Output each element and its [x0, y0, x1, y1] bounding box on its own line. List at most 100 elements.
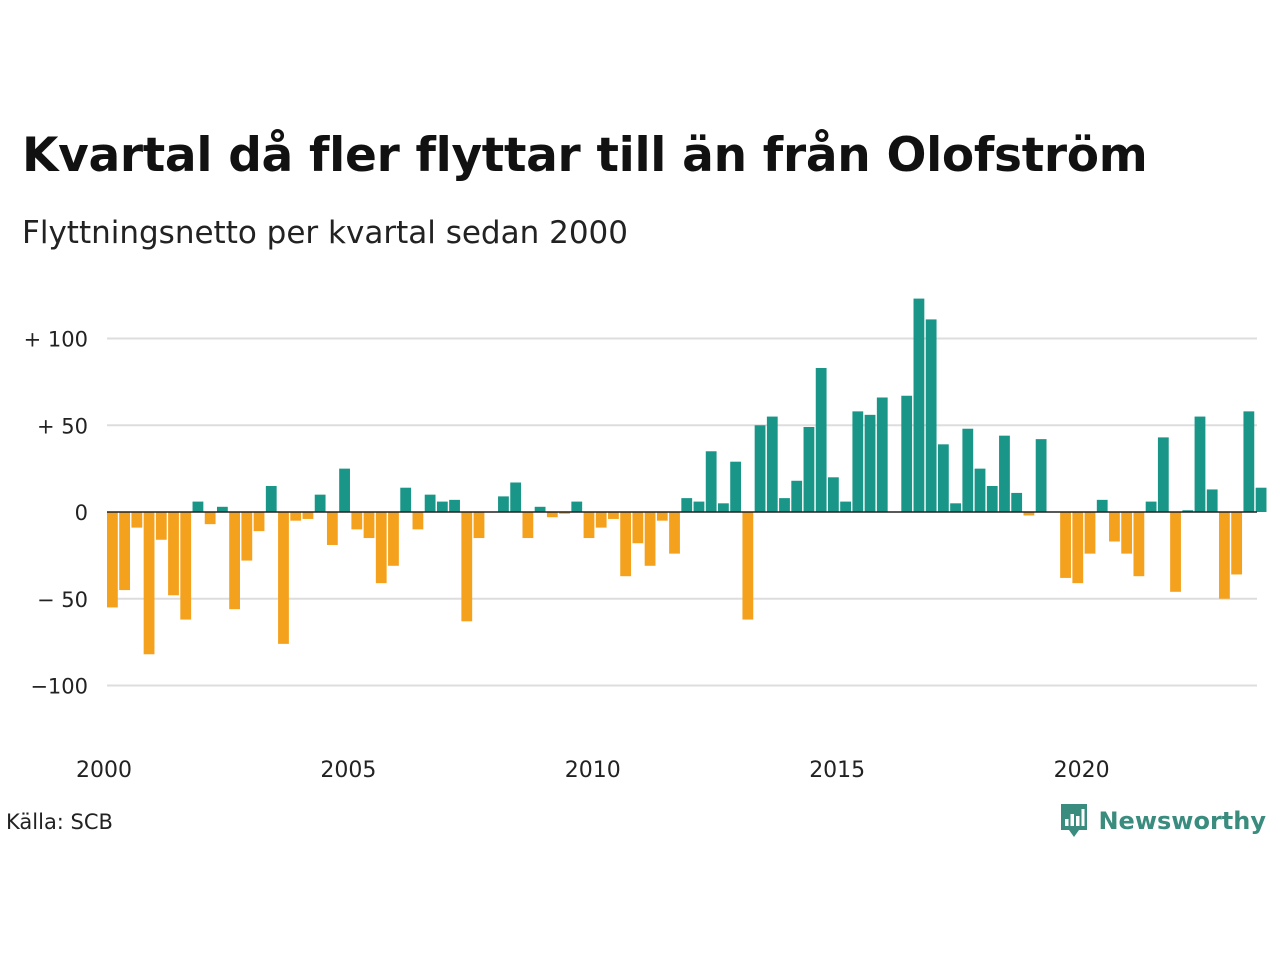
quarter-bar: [1145, 501, 1157, 512]
quarter-bar: [143, 512, 155, 655]
quarter-bar: [974, 468, 986, 513]
quarter-bar: [119, 512, 131, 591]
quarter-bar: [595, 512, 607, 528]
quarter-bar: [375, 512, 387, 584]
quarter-bar: [1170, 512, 1181, 592]
quarter-bar: [1133, 512, 1145, 577]
quarter-bar: [779, 498, 790, 512]
quarter-bar: [1231, 512, 1243, 575]
quarter-bar: [1182, 510, 1194, 512]
quarter-bar: [962, 428, 974, 512]
quarter-bar: [192, 501, 204, 512]
quarter-bar: [1096, 499, 1108, 513]
quarter-bar: [766, 416, 778, 512]
quarter-bar: [999, 435, 1010, 512]
quarter-bar: [229, 512, 240, 610]
quarter-bar: [827, 477, 839, 512]
quarter-bar: [522, 512, 534, 539]
quarter-bar: [1060, 512, 1071, 578]
y-tick-label: −100: [30, 675, 88, 699]
quarter-bar: [1011, 492, 1023, 513]
x-tick-label: 2010: [565, 758, 621, 783]
quarter-bar: [1219, 512, 1230, 599]
quarter-bar: [1243, 411, 1255, 512]
quarter-bar: [449, 499, 460, 513]
x-tick-label: 2005: [320, 758, 376, 783]
quarter-bar: [620, 512, 632, 577]
quarter-bar: [1084, 512, 1096, 554]
quarter-bar: [559, 512, 570, 514]
axes: + 100 + 50 0 − 50 −100 2000 2005 2010 2015 2020: [24, 328, 1257, 783]
quarter-bar: [656, 512, 668, 521]
source-label: Källa: SCB: [6, 810, 113, 834]
bars: [107, 298, 1267, 655]
quarter-bar: [913, 298, 925, 513]
quarter-bar: [534, 506, 546, 513]
quarter-bar: [681, 498, 693, 512]
quarter-bar: [424, 494, 436, 512]
x-tick-label: 2020: [1054, 758, 1110, 783]
quarter-bar: [473, 512, 485, 539]
quarter-bar: [742, 512, 754, 620]
quarter-bar: [400, 487, 412, 512]
quarter-bar: [107, 512, 118, 608]
quarter-bar: [168, 512, 179, 596]
quarter-bar: [840, 501, 851, 512]
quarter-bar: [937, 444, 949, 512]
grid-lines: [107, 337, 1257, 687]
quarter-bar: [754, 425, 766, 512]
quarter-bar: [339, 468, 350, 513]
quarter-bar: [1035, 439, 1047, 512]
chart-subtitle: Flyttningsnetto per kvartal sedan 2000: [22, 215, 628, 251]
quarter-bar: [461, 512, 473, 622]
quarter-bar: [241, 512, 253, 561]
chart-title: Kvartal då fler flyttar till än från Olo…: [22, 128, 1148, 183]
quarter-bar: [1194, 416, 1206, 512]
quarter-bar: [290, 512, 302, 521]
quarter-bar: [705, 451, 717, 512]
quarter-bar: [1023, 512, 1035, 516]
quarter-bar: [986, 485, 998, 513]
y-tick-label: − 50: [37, 588, 88, 612]
quarter-bar: [876, 397, 888, 512]
quarter-bar: [302, 512, 314, 519]
quarter-bar: [363, 512, 375, 539]
newsworthy-logo-icon: [1061, 804, 1088, 837]
quarter-bar: [1109, 512, 1120, 542]
y-tick-label: + 100: [24, 328, 88, 352]
quarter-bar: [1157, 437, 1169, 512]
quarter-bar: [571, 501, 583, 512]
quarter-bar: [864, 414, 876, 512]
quarter-bar: [950, 503, 961, 512]
quarter-bar: [253, 512, 265, 532]
quarter-bar: [718, 503, 729, 512]
quarter-bar: [693, 501, 705, 512]
quarter-bar: [314, 494, 326, 512]
quarter-bar: [351, 512, 363, 530]
quarter-bar: [216, 506, 228, 513]
quarter-bar: [326, 512, 338, 545]
quarter-bar: [1121, 512, 1133, 554]
x-tick-label: 2000: [76, 758, 132, 783]
quarter-bar: [791, 480, 803, 512]
quarter-bar: [644, 512, 656, 566]
x-tick-label: 2015: [809, 758, 865, 783]
quarter-bar: [131, 512, 143, 528]
quarter-bar: [852, 411, 864, 512]
y-tick-label: + 50: [37, 414, 88, 438]
quarter-bar: [180, 512, 192, 620]
quarter-bar: [155, 512, 167, 540]
quarter-bar: [608, 512, 619, 519]
quarter-bar: [546, 512, 558, 518]
quarter-bar: [498, 496, 509, 512]
quarter-bar: [510, 482, 522, 512]
quarter-bar: [278, 512, 289, 644]
quarter-bar: [1255, 487, 1267, 512]
quarter-bar: [265, 485, 277, 513]
y-tick-label: 0: [75, 501, 88, 525]
quarter-bar: [583, 512, 595, 539]
brand-name: Newsworthy: [1098, 807, 1266, 835]
quarter-bar: [669, 512, 680, 554]
quarter-bar: [388, 512, 399, 566]
